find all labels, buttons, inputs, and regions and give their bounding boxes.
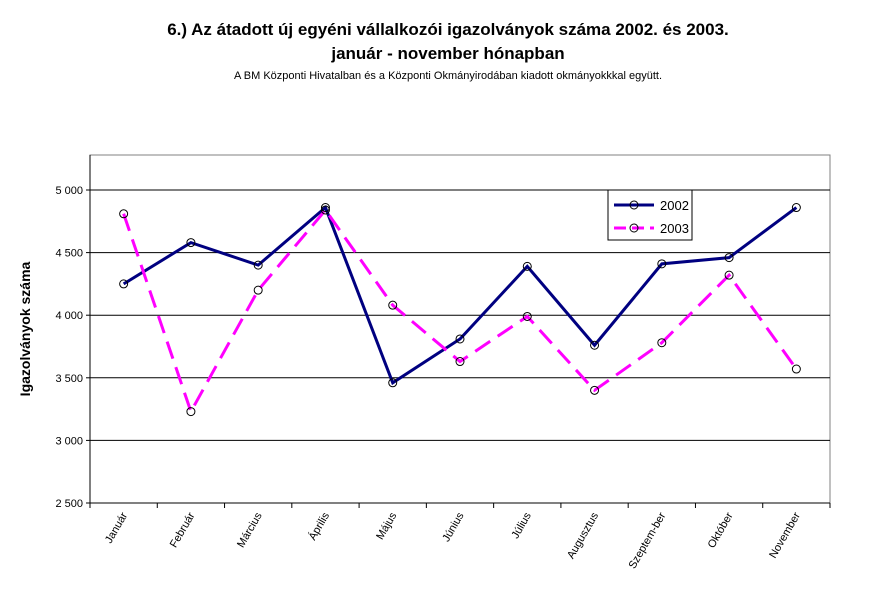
x-tick-label: Május <box>374 510 399 542</box>
data-point-2003 <box>791 364 801 374</box>
data-point-2003 <box>657 338 667 348</box>
legend-marker-2002 <box>629 200 639 210</box>
chart-title-line1: 6.) Az átadott új egyéni vállalkozói iga… <box>167 20 729 39</box>
y-tick-label: 3 500 <box>55 373 83 385</box>
data-point-2003 <box>522 311 532 321</box>
data-point-2003 <box>388 300 398 310</box>
y-tick-label: 3 000 <box>55 435 83 447</box>
data-point-2002 <box>657 259 667 269</box>
chart-subtitle: A BM Központi Hivatalban és a Központi O… <box>233 70 662 82</box>
data-point-2002 <box>119 279 129 289</box>
plot-area <box>89 154 831 504</box>
legend <box>607 189 693 241</box>
data-point-2002 <box>724 253 734 263</box>
data-point-2002 <box>320 203 330 213</box>
x-tick-label: Február <box>168 510 198 550</box>
x-tick-label: Június <box>440 510 467 544</box>
series-line-2002 <box>122 205 798 386</box>
data-point-2003 <box>253 285 263 295</box>
x-tick-label: Március <box>235 510 265 550</box>
data-point-2002 <box>522 261 532 271</box>
legend-label-2003: 2003 <box>660 221 689 236</box>
data-point-2002 <box>253 260 263 270</box>
data-point-2003 <box>455 357 465 367</box>
y-tick-label: 4 000 <box>55 310 83 322</box>
y-tick-label: 2 500 <box>55 498 83 510</box>
x-tick-label: Január <box>103 510 130 545</box>
legend-marker-2003 <box>629 223 639 233</box>
data-point-2003 <box>320 205 330 215</box>
series-line-2003 <box>122 207 798 416</box>
data-point-2003 <box>590 385 600 395</box>
y-tick-label: 5 000 <box>55 185 83 197</box>
data-point-2003 <box>724 270 734 280</box>
x-tick-label: Április <box>306 510 332 543</box>
x-tick-label: Augusztus <box>565 510 601 561</box>
data-point-2002 <box>388 378 398 388</box>
chart-title-line2: január - november hónapban <box>331 44 565 63</box>
legend-label-2002: 2002 <box>660 198 689 213</box>
y-tick-label: 4 500 <box>55 248 83 260</box>
x-tick-label: Július <box>509 510 534 541</box>
y-axis-label: Igazolványok száma <box>17 261 33 396</box>
x-tick-label: Október <box>706 510 736 550</box>
data-point-2003 <box>119 209 129 219</box>
x-tick-label: Szeptem-ber <box>627 510 669 571</box>
x-tick-label: November <box>767 510 803 560</box>
data-point-2003 <box>186 407 196 417</box>
data-point-2002 <box>186 238 196 248</box>
data-point-2002 <box>791 203 801 213</box>
data-point-2002 <box>455 334 465 344</box>
data-point-2002 <box>590 340 600 350</box>
